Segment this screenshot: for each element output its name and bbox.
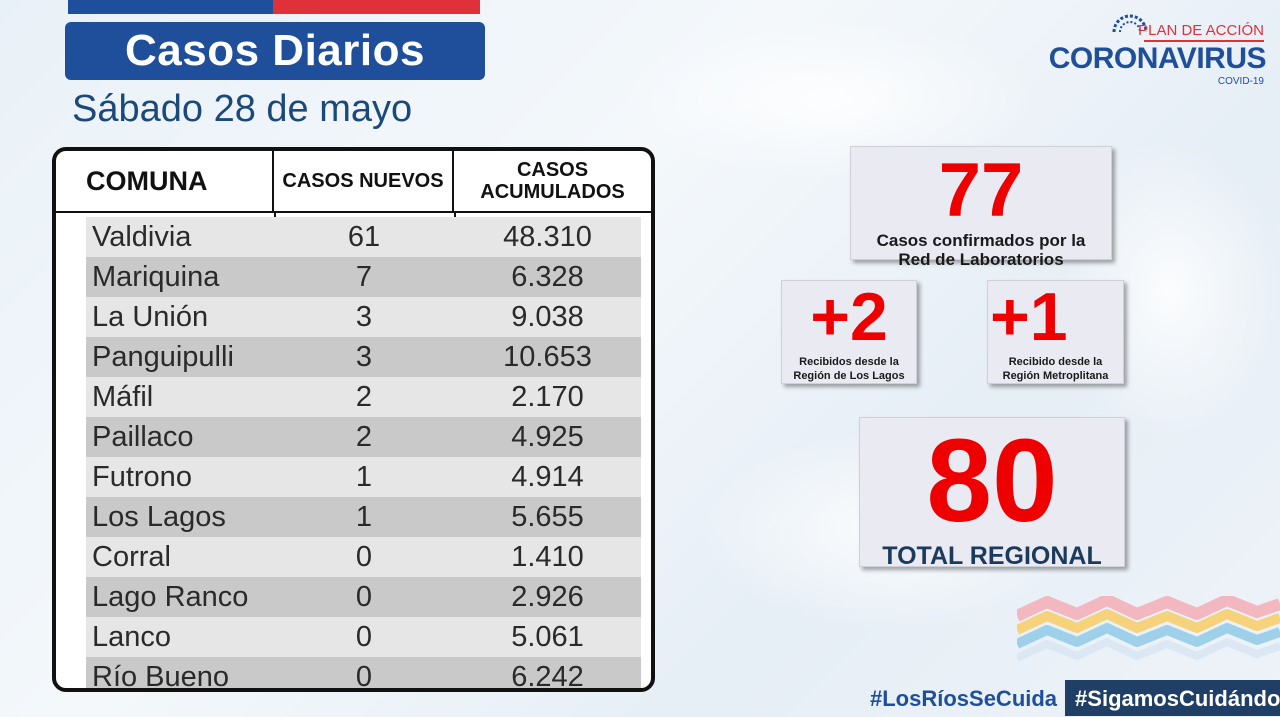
table-row: Lago Ranco 0 2.926 bbox=[86, 577, 641, 617]
table-row: Panguipulli 3 10.653 bbox=[86, 337, 641, 377]
table-row: Mariquina 7 6.328 bbox=[86, 257, 641, 297]
coronavirus-logo: PLAN DE ACCIÓN CORONAVIRUS COVID-19 bbox=[1042, 10, 1272, 87]
table-row: Río Bueno 0 6.242 bbox=[86, 657, 641, 688]
logo-name: CORONAVIRUS bbox=[1048, 42, 1267, 75]
lagos-cases-card: +2 Recibidos desde la Región de Los Lagos bbox=[781, 280, 917, 384]
lagos-cases-label: Recibidos desde la Región de Los Lagos bbox=[793, 356, 905, 382]
total-card: 80 TOTAL REGIONAL bbox=[859, 415, 1125, 570]
lab-cases-label: Casos confirmados por la Red de Laborator… bbox=[876, 231, 1086, 269]
hashtag-sigamos: #SigamosCuidándonos bbox=[1065, 680, 1280, 716]
table-row: La Unión 3 9.038 bbox=[86, 297, 641, 337]
table-row: Paillaco 2 4.925 bbox=[86, 417, 641, 457]
metro-cases-value: +1 bbox=[990, 279, 1068, 355]
logo-covid: COVID-19 bbox=[1217, 76, 1264, 87]
table-row: Valdivia 61 48.310 bbox=[86, 217, 641, 257]
metro-cases-card: +1 Recibido desde la Región Metroplitana bbox=[987, 280, 1124, 384]
lab-cases-card: 77 Casos confirmados por la Red de Labora… bbox=[850, 146, 1112, 269]
table-row: Corral 0 1.410 bbox=[86, 537, 641, 577]
total-value: 80 bbox=[926, 415, 1058, 547]
cases-table: COMUNA CASOS NUEVOS CASOS ACUMULADOS Vald… bbox=[52, 147, 655, 692]
table-header: COMUNA CASOS NUEVOS CASOS ACUMULADOS bbox=[56, 151, 651, 213]
col-header-nuevos: CASOS NUEVOS bbox=[274, 151, 454, 211]
logo-plan-text: PLAN DE ACCIÓN bbox=[1138, 22, 1264, 39]
date-subtitle: Sábado 28 de mayo bbox=[72, 88, 413, 130]
title-banner: Casos Diarios bbox=[65, 22, 485, 80]
table-row: Lanco 0 5.061 bbox=[86, 617, 641, 657]
table-row: Futrono 1 4.914 bbox=[86, 457, 641, 497]
table-row: Máfil 2 2.170 bbox=[86, 377, 641, 417]
decorative-waves bbox=[1017, 596, 1280, 662]
page-title: Casos Diarios bbox=[125, 26, 425, 75]
table-row: Los Lagos 1 5.655 bbox=[86, 497, 641, 537]
hashtags: #LosRíosSeCuida #SigamosCuidándonos bbox=[866, 680, 1280, 716]
col-header-comuna: COMUNA bbox=[56, 151, 274, 211]
sun-arc-icon bbox=[1112, 14, 1148, 33]
flag-stripe bbox=[68, 0, 480, 14]
lagos-cases-value: +2 bbox=[810, 279, 888, 355]
table-body: Valdivia 61 48.310 Mariquina 7 6.328 La Unió… bbox=[86, 217, 641, 688]
metro-cases-label: Recibido desde la Región Metroplitana bbox=[1002, 356, 1109, 382]
lab-cases-value: 77 bbox=[938, 148, 1024, 233]
total-label: TOTAL REGIONAL bbox=[882, 542, 1102, 570]
col-header-acumulados: CASOS ACUMULADOS bbox=[480, 159, 625, 203]
hashtag-losrios: #LosRíosSeCuida bbox=[870, 686, 1058, 711]
